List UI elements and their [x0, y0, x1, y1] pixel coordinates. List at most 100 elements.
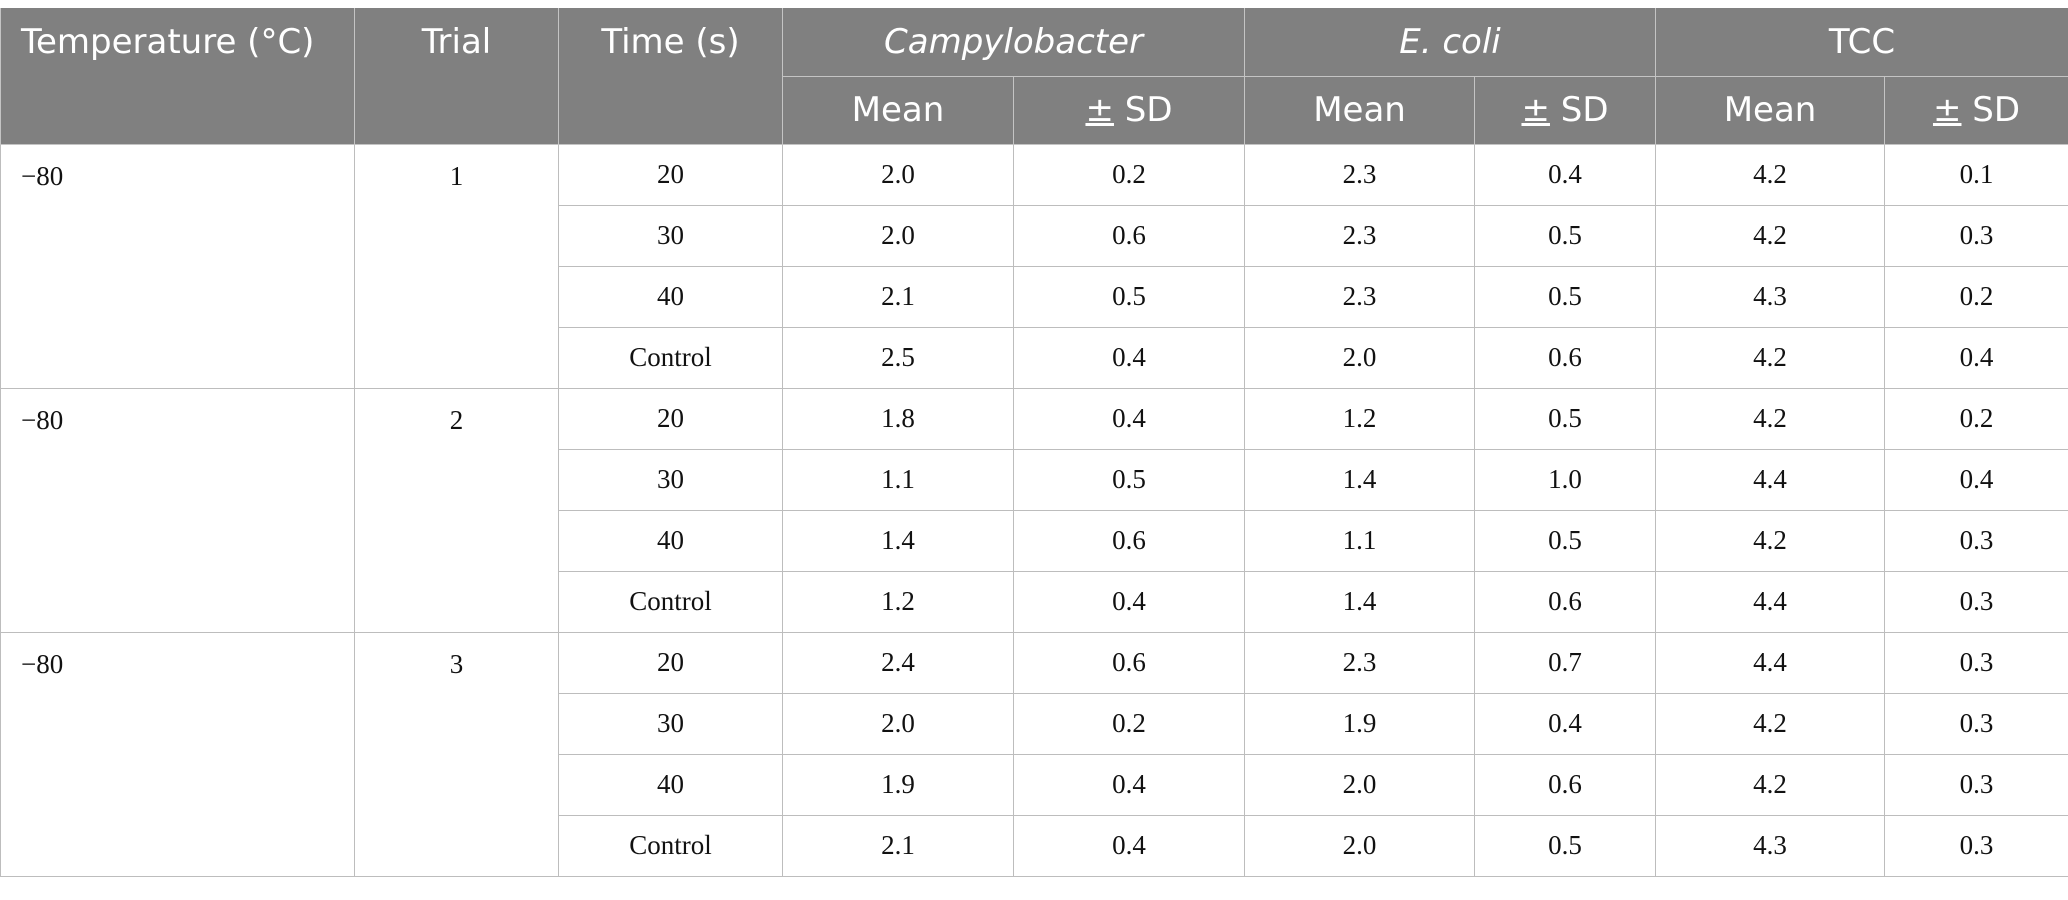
results-table: Temperature (°C) Trial Time (s) Campylob… [0, 8, 2068, 877]
sd-label: SD [1961, 90, 2021, 130]
trial-cell: 1 [354, 143, 559, 389]
ecoli-sd-cell: 0.7 [1474, 631, 1657, 694]
temperature-cell: −80 [0, 143, 355, 389]
temperature-cell: −80 [0, 631, 355, 877]
ecoli-mean-cell: 2.3 [1244, 143, 1476, 206]
tcc-sd-cell: 0.1 [1884, 143, 2068, 206]
ecoli-mean-cell: 2.3 [1244, 204, 1476, 267]
tcc-sd-cell: 0.3 [1884, 692, 2068, 755]
campylobacter-sd-cell: 0.4 [1012, 387, 1246, 450]
table-row: 40 1.9 0.4 2.0 0.6 4.2 0.3 [1, 753, 2068, 816]
tcc-sd-cell: 0.4 [1884, 326, 2068, 389]
ecoli-mean-cell: 2.3 [1244, 631, 1476, 694]
ecoli-mean-cell: 1.9 [1244, 692, 1476, 755]
tcc-sd-cell: 0.3 [1884, 753, 2068, 816]
trial-cell: 2 [354, 387, 559, 633]
tcc-mean-cell: 4.2 [1655, 204, 1886, 267]
ecoli-mean-cell: 2.0 [1244, 814, 1476, 877]
ecoli-mean-cell: 2.0 [1244, 326, 1476, 389]
tcc-mean-cell: 4.2 [1655, 692, 1886, 755]
ecoli-sd-cell: 0.6 [1474, 326, 1657, 389]
campylobacter-mean-cell: 2.0 [782, 692, 1014, 755]
tcc-sd-cell: 0.4 [1884, 448, 2068, 511]
time-cell: 30 [558, 692, 783, 755]
header-campylobacter-mean: Mean [782, 76, 1014, 145]
tcc-sd-cell: 0.2 [1884, 265, 2068, 328]
ecoli-sd-cell: 0.4 [1474, 143, 1657, 206]
plus-minus-symbol: ± [1932, 90, 1962, 130]
campylobacter-mean-cell: 2.5 [782, 326, 1014, 389]
tcc-sd-cell: 0.3 [1884, 570, 2068, 633]
campylobacter-sd-cell: 0.2 [1012, 143, 1246, 206]
tcc-mean-cell: 4.3 [1655, 814, 1886, 877]
header-trial: Trial [354, 8, 559, 145]
trial-cell: 3 [354, 631, 559, 877]
time-cell: 40 [558, 265, 783, 328]
tcc-mean-cell: 4.3 [1655, 265, 1886, 328]
ecoli-sd-cell: 0.6 [1474, 570, 1657, 633]
time-cell: Control [558, 570, 783, 633]
tcc-mean-cell: 4.2 [1655, 387, 1886, 450]
campylobacter-mean-cell: 2.1 [782, 814, 1014, 877]
ecoli-sd-cell: 0.6 [1474, 753, 1657, 816]
time-cell: 20 [558, 143, 783, 206]
ecoli-sd-cell: 1.0 [1474, 448, 1657, 511]
ecoli-sd-cell: 0.4 [1474, 692, 1657, 755]
header-campylobacter: Campylobacter [781, 8, 1246, 77]
tcc-sd-cell: 0.3 [1884, 814, 2068, 877]
time-cell: 20 [558, 387, 783, 450]
table-row: −80 2 20 1.8 0.4 1.2 0.5 4.2 0.2 [0, 387, 2068, 633]
header-temperature: Temperature (°C) [0, 8, 355, 145]
tcc-sd-cell: 0.3 [1884, 509, 2068, 572]
header-ecoli-sd: ± SD [1474, 76, 1657, 145]
results-table-container: Temperature (°C) Trial Time (s) Campylob… [0, 8, 2068, 877]
header-ecoli-mean: Mean [1244, 76, 1476, 145]
tcc-sd-cell: 0.3 [1884, 631, 2068, 694]
campylobacter-sd-cell: 0.4 [1012, 326, 1246, 389]
campylobacter-mean-cell: 1.2 [782, 570, 1014, 633]
header-campylobacter-sd: ± SD [1012, 76, 1246, 145]
ecoli-mean-cell: 1.2 [1244, 387, 1476, 450]
table-row: 30 2.0 0.6 2.3 0.5 4.2 0.3 [1, 204, 2068, 267]
campylobacter-sd-cell: 0.6 [1012, 631, 1246, 694]
ecoli-sd-cell: 0.5 [1474, 814, 1657, 877]
plus-minus-symbol: ± [1521, 90, 1550, 130]
campylobacter-mean-cell: 2.0 [782, 143, 1014, 206]
campylobacter-sd-cell: 0.4 [1012, 753, 1246, 816]
campylobacter-sd-cell: 0.6 [1012, 204, 1246, 267]
table-row: −80 1 20 2.0 0.2 2.3 0.4 4.2 0.1 [0, 143, 2068, 389]
header-tcc-mean: Mean [1655, 76, 1886, 145]
table-header: Temperature (°C) Trial Time (s) Campylob… [0, 8, 2068, 145]
time-cell: 30 [558, 448, 783, 511]
time-cell: Control [558, 814, 783, 877]
time-cell: 30 [558, 204, 783, 267]
tcc-mean-cell: 4.4 [1655, 570, 1886, 633]
header-row-2: Mean ± SD Mean ± SD Mean ± SD [1, 76, 2068, 145]
sd-label: SD [1113, 90, 1173, 130]
table-row: 40 2.1 0.5 2.3 0.5 4.3 0.2 [1, 265, 2068, 328]
campylobacter-mean-cell: 1.1 [782, 448, 1014, 511]
table-row: Control 2.1 0.4 2.0 0.5 4.3 0.3 [1, 814, 2068, 877]
time-cell: 40 [558, 753, 783, 816]
campylobacter-mean-cell: 2.4 [782, 631, 1014, 694]
tcc-mean-cell: 4.4 [1655, 448, 1886, 511]
temperature-cell: −80 [0, 387, 355, 633]
ecoli-sd-cell: 0.5 [1474, 265, 1657, 328]
campylobacter-sd-cell: 0.5 [1012, 448, 1246, 511]
campylobacter-sd-cell: 0.4 [1012, 814, 1246, 877]
ecoli-mean-cell: 1.4 [1244, 448, 1476, 511]
ecoli-sd-cell: 0.5 [1474, 509, 1657, 572]
campylobacter-mean-cell: 1.9 [782, 753, 1014, 816]
header-tcc: TCC [1655, 8, 2068, 77]
time-cell: Control [558, 326, 783, 389]
tcc-mean-cell: 4.2 [1655, 326, 1886, 389]
ecoli-mean-cell: 2.0 [1244, 753, 1476, 816]
header-time: Time (s) [558, 8, 783, 145]
ecoli-mean-cell: 1.1 [1244, 509, 1476, 572]
campylobacter-sd-cell: 0.5 [1012, 265, 1246, 328]
ecoli-mean-cell: 1.4 [1244, 570, 1476, 633]
campylobacter-mean-cell: 1.4 [782, 509, 1014, 572]
sd-label: SD [1549, 90, 1609, 130]
ecoli-sd-cell: 0.5 [1474, 204, 1657, 267]
tcc-sd-cell: 0.2 [1884, 387, 2068, 450]
